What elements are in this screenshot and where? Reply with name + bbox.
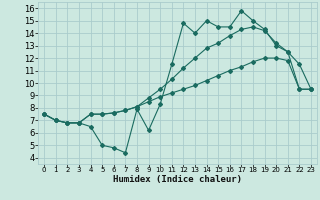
- X-axis label: Humidex (Indice chaleur): Humidex (Indice chaleur): [113, 175, 242, 184]
